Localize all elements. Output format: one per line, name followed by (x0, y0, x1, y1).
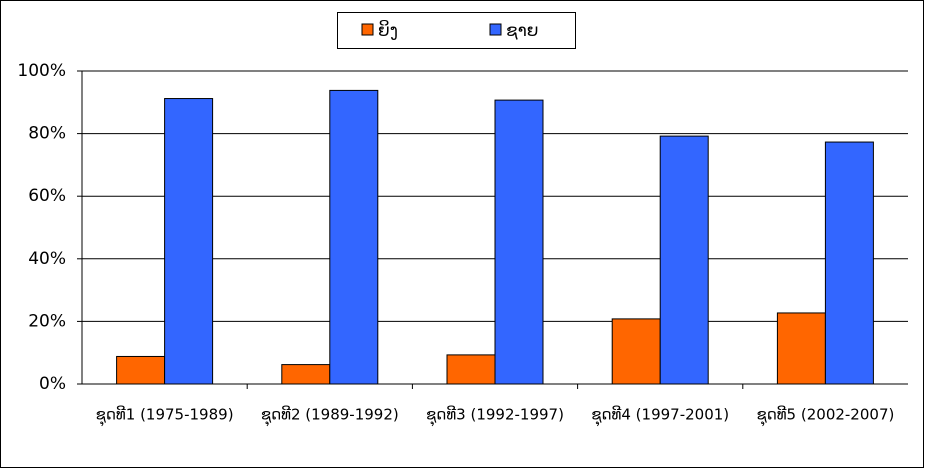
bar (659, 135, 709, 385)
legend-swatch (361, 23, 374, 36)
bar (494, 99, 544, 385)
x-tick-label: ຊຸດທີ2 (1989-1992) (261, 404, 399, 427)
x-tick-label: ຊຸດທີ3 (1992-1997) (426, 404, 564, 427)
legend-label: ຍິງ (378, 20, 398, 41)
bar (164, 98, 214, 385)
y-tick-label: 20% (28, 311, 66, 331)
legend-label: ຊາຍ (506, 21, 538, 41)
x-tick-label: ຊຸດທີ4 (1997-2001) (591, 404, 729, 427)
bar (824, 141, 874, 385)
legend-box (337, 12, 576, 49)
y-tick-label: 40% (28, 249, 66, 269)
legend-swatch (489, 23, 502, 36)
y-tick-label: 100% (17, 61, 66, 81)
x-tick-label: ຊຸດທີ5 (2002-2007) (756, 404, 894, 427)
y-tick-label: 60% (28, 186, 66, 206)
y-tick-label: 0% (39, 374, 66, 394)
bar (281, 364, 331, 385)
x-tick-label: ຊຸດທີ1 (1975-1989) (96, 404, 234, 427)
bar (446, 354, 496, 385)
bar (329, 89, 379, 385)
bar (776, 312, 826, 385)
y-tick-label: 80% (28, 124, 66, 144)
bar (116, 355, 166, 385)
bar (611, 318, 661, 385)
